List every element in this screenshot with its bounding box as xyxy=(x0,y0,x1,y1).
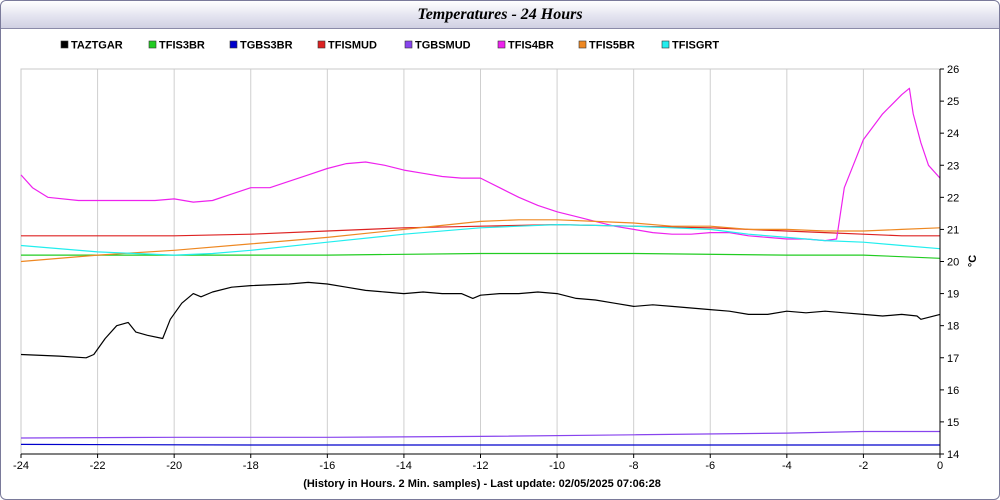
legend-swatch xyxy=(497,40,506,49)
series-line-tgbs3br xyxy=(20,443,940,446)
legend-label-tfis3br: TFIS3BR xyxy=(159,40,205,52)
title-bar: Temperatures - 24 Hours xyxy=(1,1,999,29)
y-tick-label: 20 xyxy=(947,257,959,269)
x-tick-label: -10 xyxy=(549,460,565,472)
legend-label-tfis5br: TFIS5BR xyxy=(589,40,635,52)
series-line-tfis3br xyxy=(21,252,941,259)
chart-footer: (History in Hours. 2 Min. samples) - Las… xyxy=(303,478,661,490)
legend-swatch xyxy=(317,40,326,49)
series-line-tfis5br xyxy=(20,219,941,263)
x-tick-label: -24 xyxy=(13,460,29,472)
x-tick-label: 0 xyxy=(937,460,943,472)
series-line-tfisgrt xyxy=(20,224,941,256)
series-line-tgbsmud xyxy=(20,430,940,439)
series-line-taztgar xyxy=(20,281,941,359)
series-line-tfis4br xyxy=(20,87,941,242)
legend-swatch xyxy=(229,40,238,49)
legend-label-taztgar: TAZTGAR xyxy=(71,40,123,52)
x-tick-label: -14 xyxy=(396,460,412,472)
y-tick-label: 15 xyxy=(947,417,959,429)
y-tick-label: 16 xyxy=(947,385,959,397)
chart-title: Temperatures - 24 Hours xyxy=(417,6,583,23)
y-tick-label: 19 xyxy=(947,289,959,301)
x-tick-label: -22 xyxy=(90,460,106,472)
x-tick-label: -12 xyxy=(473,460,489,472)
legend-label-tgbs3br: TGBS3BR xyxy=(240,40,293,52)
x-tick-label: -2 xyxy=(859,460,869,472)
y-axis-label: °C xyxy=(967,255,979,267)
x-tick-label: -18 xyxy=(243,460,259,472)
legend-swatch xyxy=(148,40,157,49)
x-tick-label: -6 xyxy=(705,460,715,472)
legend-swatch xyxy=(578,40,587,49)
y-tick-label: 18 xyxy=(947,321,959,333)
x-tick-label: -20 xyxy=(166,460,182,472)
y-tick-label: 21 xyxy=(947,224,959,236)
legend-label-tfis4br: TFIS4BR xyxy=(508,40,554,52)
x-tick-label: -8 xyxy=(629,460,639,472)
y-tick-label: 17 xyxy=(947,353,959,365)
y-tick-label: 14 xyxy=(947,449,959,461)
legend-label-tgbsmud: TGBSMUD xyxy=(415,40,471,52)
y-tick-label: 24 xyxy=(947,128,959,140)
y-tick-label: 25 xyxy=(947,96,959,108)
x-tick-label: -16 xyxy=(319,460,335,472)
y-tick-label: 23 xyxy=(947,160,959,172)
y-tick-label: 22 xyxy=(947,192,959,204)
legend-swatch xyxy=(661,40,670,49)
y-tick-label: 26 xyxy=(947,64,959,76)
x-tick-label: -4 xyxy=(782,460,792,472)
legend-label-tfisgrt: TFISGRT xyxy=(672,40,719,52)
legend-label-tfismud: TFISMUD xyxy=(328,40,377,52)
legend-swatch xyxy=(60,40,69,49)
legend-swatch xyxy=(404,40,413,49)
